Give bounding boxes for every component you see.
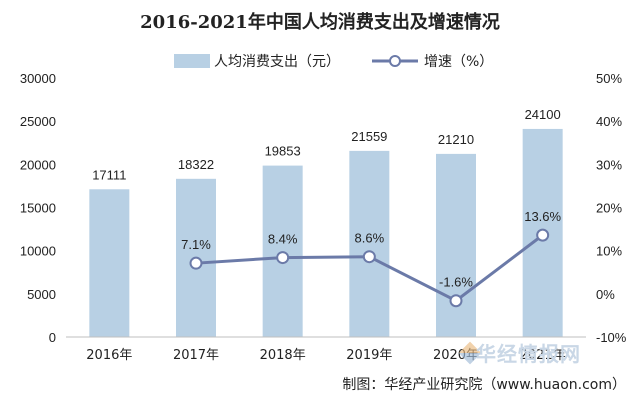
y-left-tick-label: 20000: [20, 157, 56, 172]
x-tick-label: 2016年: [86, 348, 132, 363]
growth-point: [362, 250, 376, 264]
watermark: 华经情报网: [476, 342, 581, 366]
bar-value-label: 18322: [178, 157, 214, 172]
bar-value-label: 19853: [265, 144, 301, 159]
bar-value-label: 21210: [438, 132, 474, 147]
y-right-tick-label: 40%: [596, 114, 622, 129]
y-left-tick-label: 5000: [27, 287, 56, 302]
y-left-tick-label: 30000: [20, 71, 56, 86]
growth-point: [449, 294, 463, 308]
growth-value-label: -1.6%: [439, 275, 473, 290]
y-right-tick-label: -10%: [596, 330, 627, 345]
y-left-tick-label: 0: [49, 330, 56, 345]
y-right-tick-label: 0%: [596, 287, 615, 302]
growth-point: [276, 251, 290, 265]
legend-label-line: 增速（%）: [424, 54, 493, 70]
x-tick-label: 2018年: [260, 348, 306, 363]
growth-point: [536, 228, 550, 242]
y-right-tick-label: 10%: [596, 244, 622, 259]
x-tick-label: 2019年: [346, 348, 392, 363]
y-left-tick-label: 10000: [20, 244, 56, 259]
bar-value-label: 21559: [351, 129, 387, 144]
y-right-tick-label: 20%: [596, 201, 622, 216]
y-left-tick-label: 25000: [20, 114, 56, 129]
legend-marker-line: [389, 55, 401, 67]
x-tick-label: 2017年: [173, 348, 219, 363]
bar-value-label: 17111: [92, 167, 126, 182]
growth-value-label: 13.6%: [524, 209, 561, 224]
growth-value-label: 8.4%: [268, 232, 298, 247]
growth-point: [189, 256, 203, 270]
legend-swatch-bar: [174, 54, 210, 68]
bar: [349, 150, 390, 337]
y-right-tick-label: 30%: [596, 157, 622, 172]
y-left-tick-label: 15000: [20, 201, 56, 216]
bar-value-label: 24100: [525, 107, 561, 122]
bar: [89, 189, 130, 337]
y-right-tick-label: 50%: [596, 71, 622, 86]
growth-value-label: 8.6%: [355, 231, 385, 246]
legend-label-bar: 人均消费支出（元）: [214, 54, 340, 70]
bar: [436, 153, 476, 337]
source-note: 制图：华经产业研究院（www.huaon.com）: [342, 377, 626, 393]
x-tick-label: 2021年: [520, 348, 566, 363]
chart-title: 2016-2021年中国人均消费支出及增速情况: [140, 12, 500, 33]
growth-value-label: 7.1%: [181, 237, 211, 252]
